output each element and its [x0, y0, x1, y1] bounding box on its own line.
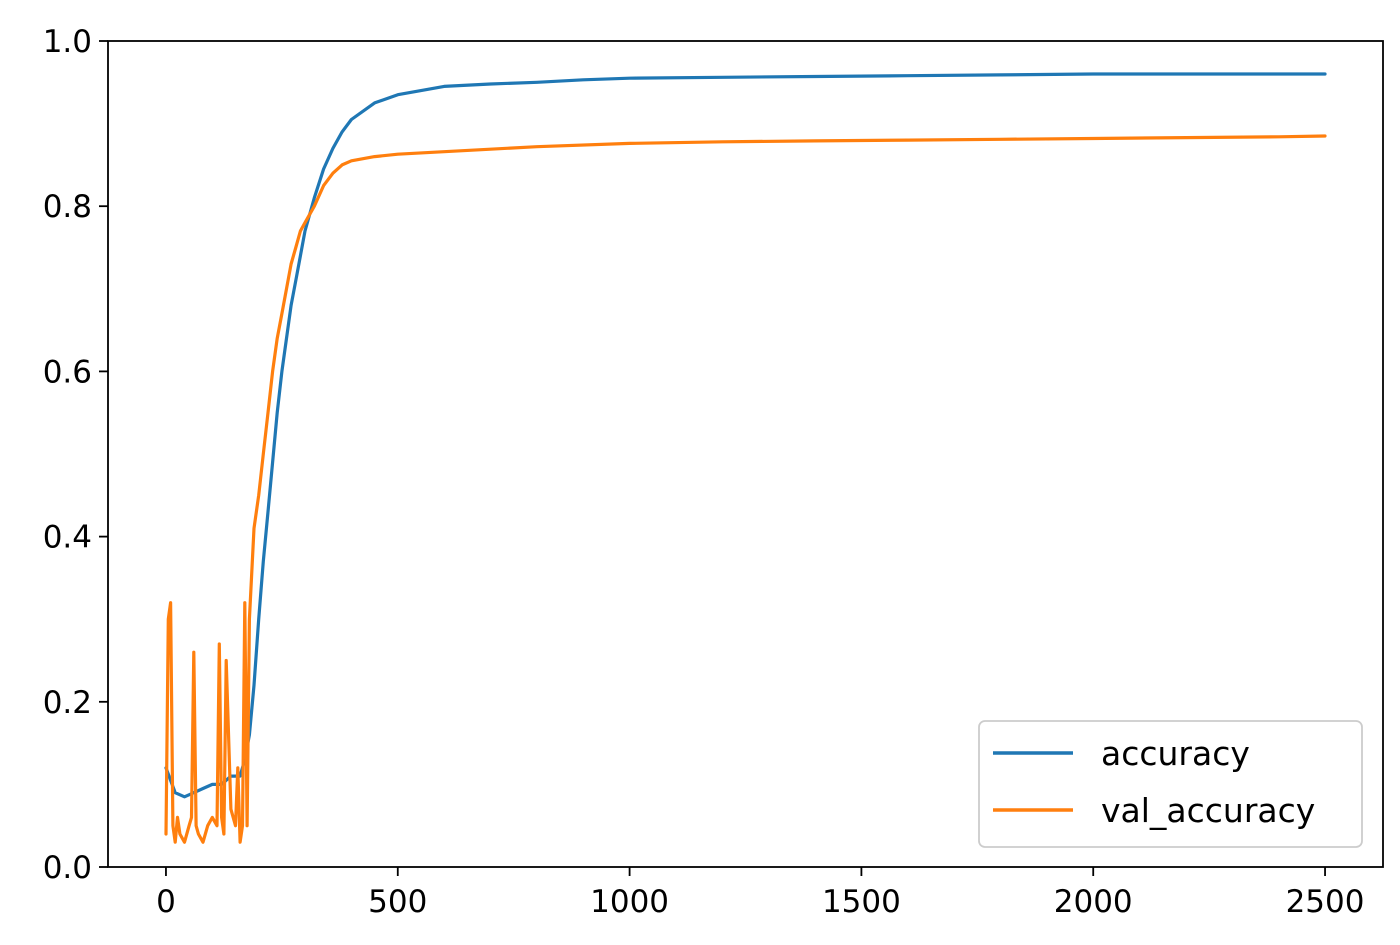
x-tick-label: 0	[156, 884, 176, 920]
y-tick-label: 0.2	[43, 685, 92, 721]
x-tick-label: 2000	[1054, 884, 1133, 920]
legend: accuracy val_accuracy	[978, 720, 1363, 848]
y-tick-label: 0.4	[43, 520, 92, 556]
series-line-accuracy	[164, 72, 1327, 799]
y-tick-label: 0.8	[43, 189, 92, 225]
series-line-val-accuracy	[164, 134, 1327, 844]
x-tick-label: 1500	[822, 884, 901, 920]
x-tick-label: 500	[368, 884, 427, 920]
x-axis: 0 500 1000 1500 2000 2500	[156, 867, 1364, 920]
x-tick-label: 2500	[1286, 884, 1365, 920]
y-tick-label: 0.0	[43, 850, 92, 886]
y-tick-label: 1.0	[43, 24, 92, 60]
y-axis: 0.0 0.2 0.4 0.6 0.8 1.0	[43, 24, 108, 886]
legend-label-accuracy: accuracy	[1101, 734, 1250, 773]
x-tick-label: 1000	[590, 884, 669, 920]
series-layer	[164, 72, 1327, 844]
y-tick-label: 0.6	[43, 354, 92, 390]
legend-frame	[978, 720, 1363, 848]
plot-area-frame	[107, 40, 1384, 868]
legend-label-val-accuracy: val_accuracy	[1101, 791, 1315, 830]
